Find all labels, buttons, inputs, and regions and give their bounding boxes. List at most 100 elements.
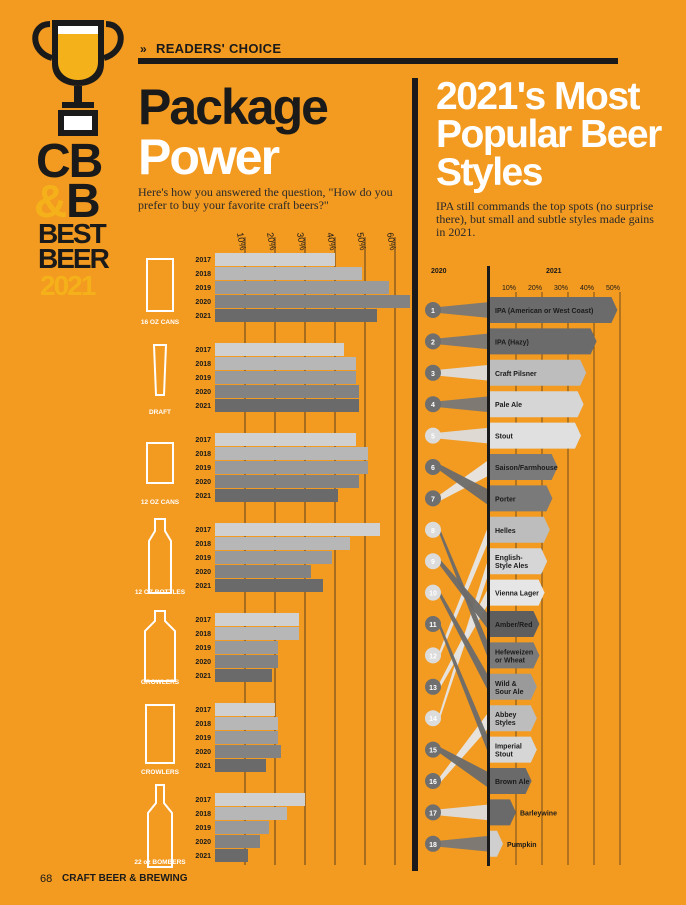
bar [215,447,368,460]
rank-circle [425,804,441,821]
column-heading-2021: 2021 [546,268,562,275]
style-bar [490,830,503,857]
style-bar [490,485,553,512]
year-label: 2019 [195,825,211,832]
year-label: 2018 [195,361,211,368]
group-label: 16 OZ CANS [141,319,180,326]
style-bar [490,705,537,732]
chevrons-icon: » [140,42,147,56]
rank-circle [425,773,441,789]
can-16oz-icon [146,258,174,312]
rank-connector [439,621,490,758]
bar [215,669,272,682]
year-label: 2017 [195,707,211,714]
section-tag: READERS' CHOICE [156,41,282,56]
year-label: 2019 [195,285,211,292]
rank-number: 3 [431,371,435,378]
year-label: 2021 [195,493,211,500]
year-label: 2020 [195,839,211,846]
bar [215,793,305,806]
bar [215,613,299,626]
style-bar [490,297,618,323]
rank-number: 5 [431,434,435,441]
bar [215,551,332,564]
bar [215,579,323,592]
style-label: IPA (American or West Coast) [495,308,593,315]
group-label: 12 OZ CANS [141,499,180,506]
rank-circle [425,553,441,570]
x-tick-label: 20% [265,232,278,251]
style-label: Style Ales [495,563,528,570]
style-label: Abbey [495,712,517,719]
year-label: 2018 [195,811,211,818]
style-label: Porter [495,496,516,503]
style-bar [490,359,587,386]
year-label: 2017 [195,347,211,354]
bar [215,537,350,550]
crowler-icon [145,704,175,764]
group-label: GROWLERS [141,679,180,686]
group-label: DRAFT [149,409,171,416]
year-label: 2020 [195,569,211,576]
x-tick-label: 60% [385,232,398,251]
style-bar [490,611,540,637]
page-number: 68 [40,873,53,885]
rank-connector [439,427,490,444]
rank-number: 11 [429,622,437,629]
package-power-chart: 10% 20% 30% 40% 50% 60% 2017 2018 2019 2020 2021 16… [134,232,410,868]
style-label: Amber/Red [495,622,532,629]
x-tick-label: 50% [355,232,368,251]
year-label: 2017 [195,527,211,534]
style-label: Hefeweizen [495,649,533,656]
bar [215,385,359,398]
year-label: 2019 [195,735,211,742]
style-label: IPA (Hazy) [495,339,529,346]
bar [215,523,380,536]
rank-number: 8 [431,528,435,535]
bar [215,759,266,772]
logo-ampersand: & [34,175,67,227]
rank-number: 9 [431,559,435,566]
logo-b: B [66,175,101,228]
year-label: 2018 [195,721,211,728]
year-label: 2019 [195,555,211,562]
style-label: Wild & [495,681,517,688]
rank-connector [439,804,490,821]
rank-number: 4 [431,402,435,409]
rank-circle [425,333,441,350]
style-bar [490,673,537,700]
bottle-12oz-icon [148,518,172,594]
package-power-title-line1: Package [138,79,329,135]
x-tick-label: 40% [580,285,594,292]
x-tick-label: 30% [554,285,568,292]
year-label: 2020 [195,299,211,306]
style-label: Vienna Lager [495,591,539,598]
style-label: Imperial [495,744,522,751]
group-label: 22 oz BOMBERS [134,859,186,866]
bar [215,731,278,744]
bar [215,281,389,294]
growler-icon [144,610,176,682]
style-bar [490,454,558,480]
rank-connector [439,396,490,413]
bar [215,295,410,308]
rank-circle [425,741,441,758]
bar [215,745,281,758]
rank-connector [439,526,490,664]
style-label: Pale Ale [495,402,522,409]
style-label: Saison/Farmhouse [495,465,558,472]
bar [215,641,278,654]
rank-number: 12 [429,653,437,660]
logo-best: BEST [38,218,107,249]
style-label: Pumpkin [507,842,537,849]
rank-circle [425,364,441,381]
rank-number: 14 [429,716,437,723]
rank-connector [439,746,490,789]
x-tick-label: 50% [606,285,620,292]
rank-number: 16 [429,779,437,786]
style-bar [490,799,516,826]
rank-circle [425,647,441,664]
style-bar [490,579,545,606]
footer-brand: CRAFT BEER & BREWING [62,873,188,884]
rank-circle [425,678,441,695]
